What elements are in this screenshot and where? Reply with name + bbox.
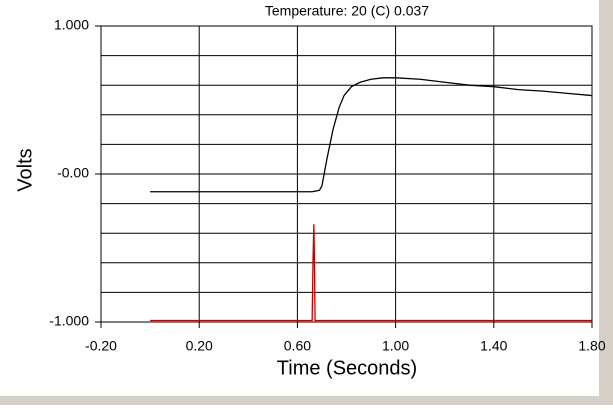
chart-title: Temperature: 20 (C) 0.037 [265,3,429,19]
y-tick-label: -0.00 [57,165,89,181]
data-line [150,77,593,193]
x-tick-label: 0.20 [186,338,213,354]
plot-frame [100,25,593,323]
x-axis-label: Time (Seconds) [277,357,417,379]
y-tick-label: -1.000 [49,313,89,329]
x-tick-label: 1.40 [480,338,507,354]
x-tick-label: 0.60 [284,338,311,354]
window-edge [599,0,613,405]
x-tick-label: 1.00 [382,338,409,354]
window-edge [0,396,613,405]
x-tick-label: 1.80 [578,338,605,354]
data-line [150,224,592,322]
y-axis-label: Volts [14,148,36,191]
y-tick-label: 1.000 [54,17,89,33]
x-tick-label: -0.20 [85,338,117,354]
